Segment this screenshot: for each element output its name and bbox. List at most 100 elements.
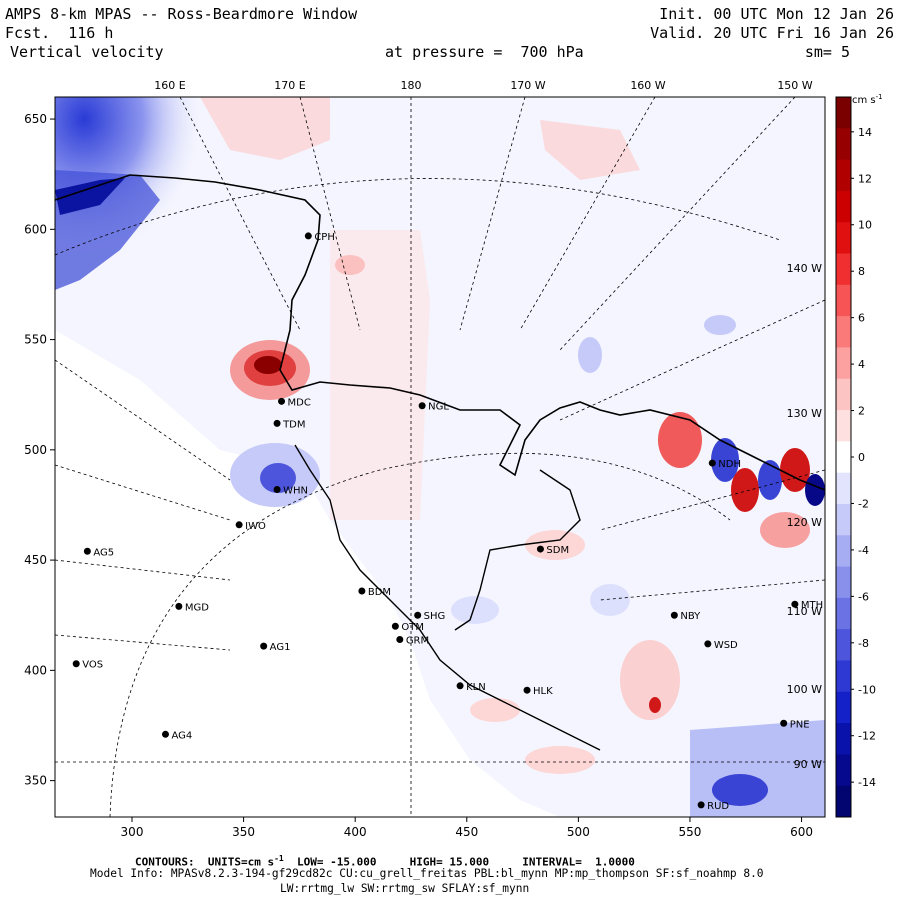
meridian-6 — [55, 359, 231, 481]
colorbar-segment — [836, 316, 851, 348]
graticule — [55, 97, 825, 817]
station-hlk-marker — [523, 686, 531, 694]
top-longitude-labels: 160 E 170 E 180 170 W 160 W 150 W — [154, 79, 813, 92]
meridian-3 — [459, 97, 526, 331]
axes: 300 350 400 450 500 550 600 650 600 550 500 450 400 3… — [24, 112, 813, 839]
colorbar-label: -14 — [858, 776, 876, 789]
longitude-label: 180 — [401, 79, 422, 92]
ascent-max — [254, 356, 282, 374]
colorbar-label: 10 — [858, 219, 872, 232]
station-cph-label: CPH — [314, 232, 335, 243]
wave-cell-1 — [658, 412, 702, 468]
longitude-label-right: 110 W — [787, 605, 822, 618]
x-tick-label: 300 — [121, 825, 144, 839]
station-ngl-marker — [418, 402, 426, 410]
station-ndh-marker — [708, 459, 716, 467]
plateau-area — [55, 330, 560, 817]
station-sdm-label: SDM — [546, 545, 569, 556]
station-rud-label: RUD — [707, 801, 729, 812]
colorbar: 14 12 10 8 6 4 2 0 -2 -4 -6 -8 -10 -12 -14 — [835, 96, 876, 818]
colorbar-label: 14 — [858, 126, 872, 139]
colorbar-label: -8 — [858, 637, 869, 650]
forecast-hour: Fcst. 116 h — [5, 24, 113, 42]
station-bdm-label: BDM — [368, 587, 391, 598]
variable-name: Vertical velocity — [10, 43, 164, 61]
interval-label: INTERVAL= — [522, 855, 582, 869]
colorbar-label: 0 — [858, 451, 865, 464]
longitude-label-right: 120 W — [787, 516, 822, 529]
subsidence-max-nw — [55, 178, 125, 215]
colorbar-segment — [836, 97, 851, 129]
colorbar-segment — [836, 535, 851, 568]
colorbar-label: 12 — [858, 172, 872, 185]
ascent-region-n — [200, 97, 330, 160]
x-tick-label: 550 — [679, 825, 702, 839]
station-vos-marker — [72, 660, 80, 668]
station-kln-label: KLN — [466, 682, 486, 693]
colorbar-segment — [836, 660, 851, 693]
coastline — [55, 174, 825, 491]
colorbar-label: -2 — [858, 497, 869, 510]
station-rud-marker — [697, 801, 705, 809]
contour-info: CONTOURS: UNITS=cm s-1 LOW= -15.000 HIGH… — [135, 851, 635, 870]
colorbar-segment — [836, 503, 851, 536]
model-info: Model Info: MPASv8.2.3-194-gf29cd82c CU:… — [90, 867, 764, 880]
colorbar-label: -6 — [858, 590, 869, 603]
colorbar-units: cm s-1 — [852, 93, 883, 106]
meridian-4 — [519, 97, 656, 331]
subsidence-core-se — [712, 774, 768, 806]
colorbar-label: -4 — [858, 544, 869, 557]
init-time: Init. 00 UTC Mon 12 Jan 26 — [659, 5, 894, 23]
meridian-1 — [179, 97, 301, 331]
y-tick-label: 650 — [24, 112, 47, 126]
ascent-patch-1 — [335, 255, 365, 275]
colorbar-segment — [836, 472, 851, 505]
subsidence-patch-1 — [578, 337, 602, 373]
station-whn-label: WHN — [283, 486, 308, 497]
high-label: HIGH= — [409, 855, 443, 869]
pressure-level: at pressure = 700 hPa — [385, 43, 584, 61]
colorbar-segment — [836, 754, 851, 787]
station-whn-marker — [273, 486, 281, 494]
x-tick-label: 400 — [344, 825, 367, 839]
plot-frame — [54, 96, 826, 818]
colorbar-segment — [836, 159, 851, 192]
colorbar-segment — [836, 441, 851, 474]
station-mdc-marker — [278, 397, 286, 405]
station-tdm-marker — [273, 419, 281, 427]
station-ngl-label: NGL — [428, 402, 449, 413]
wave-cell-4 — [758, 460, 782, 500]
station-iwo-marker — [235, 521, 243, 529]
colorbar-segment — [836, 190, 851, 223]
longitude-label: 160 E — [154, 79, 185, 92]
station-otm-label: OTM — [401, 622, 424, 633]
transantarctic-coast — [294, 444, 601, 751]
smoothing: sm= 5 — [804, 43, 850, 61]
y-tick-label: 400 — [24, 663, 47, 677]
station-mgd-marker — [175, 602, 183, 610]
y-tick-label: 500 — [24, 443, 47, 457]
longitude-label: 160 W — [630, 79, 665, 92]
valid-time: Valid. 20 UTC Fri 16 Jan 26 — [650, 24, 894, 42]
meridian-8 — [55, 559, 231, 581]
x-tick-label: 500 — [567, 825, 590, 839]
meridian-12 — [599, 579, 825, 601]
fcst-value: 116 h — [68, 24, 114, 42]
station-pne-label: PNE — [790, 719, 810, 730]
colorbar-label: -12 — [858, 730, 876, 743]
colorbar-segment — [836, 597, 851, 630]
high-value: 15.000 — [449, 855, 490, 869]
fcst-label: Fcst. — [5, 24, 51, 42]
field-layer: MDC TDM WHN IWO AG5 MGD AG1 VOS AG4 CPH NGL SDM BDM S… — [55, 97, 825, 817]
wave-cell-3 — [731, 468, 759, 512]
subsidence-patch-2 — [704, 315, 736, 335]
model-info-physics: LW:rrtmg_lw SW:rrtmg_sw SFLAY:sf_mynn — [280, 882, 530, 895]
station-nby-marker — [670, 611, 678, 619]
station-mdc-label: MDC — [288, 397, 311, 408]
meridian-10 — [559, 299, 825, 421]
y-tick-label: 350 — [24, 774, 47, 788]
map-title: AMPS 8-km MPAS -- Ross-Beardmore Window — [5, 5, 358, 23]
colorbar-segment — [836, 629, 851, 661]
station-iwo-label: IWO — [245, 521, 266, 532]
wave-cell-6 — [760, 512, 810, 548]
